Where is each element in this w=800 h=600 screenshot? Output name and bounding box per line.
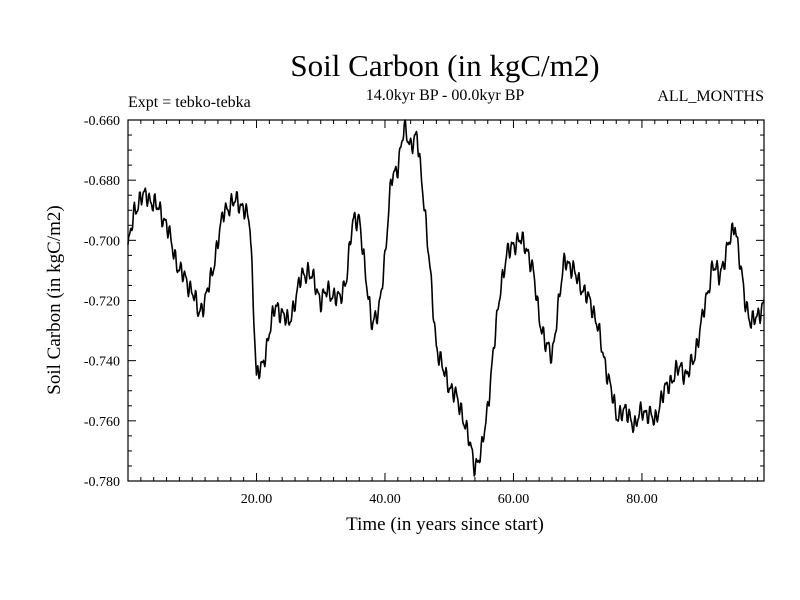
x-tick-label: 80.00 [626, 492, 658, 507]
chart-title: Soil Carbon (in kgC/m2) [290, 48, 599, 83]
x-axis-label: Time (in years since start) [346, 514, 544, 535]
y-tick-label: -0.720 [84, 295, 120, 310]
plot-frame [127, 119, 765, 482]
y-tick-label: -0.660 [84, 114, 120, 129]
axis-ticks [128, 119, 764, 482]
period-label: ALL_MONTHS [657, 88, 764, 105]
x-tick-label: 40.00 [369, 492, 401, 507]
tick-labels: -0.660 -0.680 -0.700 -0.720 -0.740 -0.760 -0.7… [84, 114, 658, 507]
x-tick-label: 20.00 [241, 492, 273, 507]
y-tick-label: -0.780 [84, 475, 120, 490]
y-axis-label: Soil Carbon (in kgC/m2) [44, 205, 65, 394]
x-tick-label: 60.00 [498, 492, 530, 507]
y-tick-label: -0.680 [84, 174, 120, 189]
y-tick-label: -0.740 [84, 355, 120, 370]
soil-carbon-series-line [127, 119, 765, 477]
experiment-label: Expt = tebko-tebka [128, 94, 251, 111]
chart-subtitle: 14.0kyr BP - 00.0kyr BP [366, 87, 525, 104]
y-tick-label: -0.760 [84, 415, 120, 430]
y-tick-label: -0.700 [84, 234, 120, 249]
